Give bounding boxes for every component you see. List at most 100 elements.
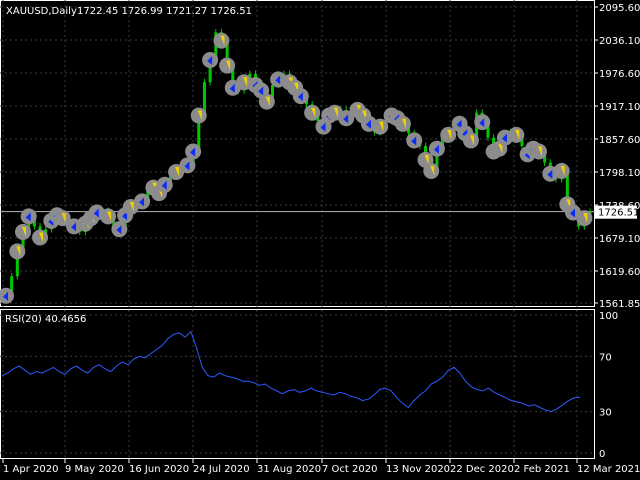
- marker-halo: [219, 57, 236, 74]
- marker-halo: [304, 104, 321, 121]
- sell-arrow-icon: [226, 60, 231, 71]
- buy-arrow-icon: [93, 208, 99, 218]
- buy-arrow-icon: [433, 144, 439, 154]
- candle-body: [435, 148, 439, 171]
- rsi-header-label: RSI(20) 40.4656: [5, 314, 86, 325]
- buy-arrow-icon: [116, 225, 122, 235]
- marker-halo: [423, 162, 440, 179]
- time-tick-label: 9 May 2020: [65, 464, 124, 475]
- marker-halo: [508, 126, 525, 143]
- marker-halo: [440, 126, 457, 143]
- time-tick-label: 13 Nov 2020: [386, 464, 450, 475]
- marker-halo: [372, 118, 389, 135]
- buy-arrow-icon: [456, 119, 462, 129]
- marker-halo: [576, 210, 593, 227]
- time-tick-label: 31 Aug 2020: [257, 464, 321, 475]
- buy-arrow-icon: [569, 208, 575, 218]
- sell-arrow-icon: [311, 107, 316, 118]
- sell-arrow-icon: [583, 213, 588, 224]
- rsi-tick-label: 30: [599, 408, 612, 419]
- buy-arrow-icon: [122, 211, 128, 221]
- buy-arrow-icon: [207, 56, 213, 66]
- sell-arrow-icon: [265, 96, 270, 107]
- candles: [4, 28, 592, 300]
- sell-arrow-icon: [498, 143, 503, 154]
- buy-arrow-icon: [139, 197, 145, 207]
- buy-arrow-icon: [547, 169, 553, 179]
- buy-arrow-icon: [71, 222, 77, 232]
- sell-arrow-icon: [379, 121, 384, 132]
- rsi-grid: [0, 314, 594, 454]
- buy-arrow-icon: [161, 180, 167, 190]
- buy-arrow-icon: [479, 118, 485, 128]
- candle-body: [15, 251, 19, 277]
- sell-arrow-icon: [39, 232, 44, 243]
- sell-arrow-icon: [197, 110, 202, 121]
- buy-arrow-icon: [184, 161, 190, 171]
- sell-arrow-icon: [129, 201, 134, 212]
- marker-halo: [190, 107, 207, 124]
- sell-arrow-icon: [175, 167, 180, 178]
- candle-body: [486, 122, 490, 138]
- buy-arrow-icon: [258, 86, 264, 96]
- price-axis: 2095.60 2036.10 1976.60 1917.10 1857.60 1798.…: [594, 3, 640, 310]
- current-price-label: 1726.51: [598, 208, 639, 219]
- rsi-tick-label: 100: [599, 311, 618, 322]
- marker-halo: [553, 162, 570, 179]
- price-tick-label: 1976.60: [599, 69, 640, 80]
- buy-arrow-icon: [297, 92, 303, 102]
- sell-arrow-icon: [16, 246, 21, 257]
- price-pane-frame: [0, 0, 595, 307]
- price-tick-label: 1619.60: [599, 267, 640, 278]
- marker-halo: [54, 210, 71, 227]
- rsi-tick-label: 0: [599, 449, 605, 460]
- marker-halo: [9, 243, 26, 260]
- sell-arrow-icon: [107, 211, 112, 222]
- buy-arrow-icon: [501, 133, 507, 143]
- marker-halo: [258, 93, 275, 110]
- sell-arrow-icon: [469, 135, 474, 146]
- buy-arrow-icon: [411, 136, 417, 146]
- rsi-tick-label: 70: [599, 352, 612, 363]
- time-tick-label: 2 Feb 2021: [514, 464, 570, 475]
- ohlc-label: 1722.45 1726.99 1721.27 1726.51: [77, 6, 252, 17]
- price-tick-label: 2036.10: [599, 36, 640, 47]
- marker-halo: [15, 223, 32, 240]
- price-tick-label: 1561.85: [599, 299, 640, 310]
- rsi-axis: 100 70 30 0: [599, 311, 618, 460]
- price-tick-label: 1679.10: [599, 234, 640, 245]
- price-tick-label: 1917.10: [599, 102, 640, 113]
- current-price-tag: [595, 205, 637, 219]
- symbol-label: XAUUSD,Daily: [6, 6, 77, 17]
- candle-body: [10, 276, 14, 296]
- sell-arrow-icon: [560, 165, 565, 176]
- candle-body: [270, 84, 274, 102]
- price-tick-label: 1798.10: [599, 168, 640, 179]
- time-tick-label: 12 Mar 2021: [577, 464, 640, 475]
- candle-body: [208, 60, 212, 83]
- candle-body: [565, 170, 569, 205]
- candle-body: [197, 115, 201, 152]
- time-tick-label: 16 Jun 2020: [129, 464, 189, 475]
- candle-body: [231, 65, 235, 88]
- rsi-pane-frame: [0, 309, 595, 459]
- marker-halo: [462, 132, 479, 149]
- rsi-line: [1, 330, 581, 413]
- candle-body: [202, 82, 206, 116]
- sell-arrow-icon: [515, 129, 520, 140]
- buy-arrow-icon: [275, 75, 281, 85]
- sell-arrow-icon: [333, 107, 338, 118]
- marker-halo: [530, 143, 547, 160]
- signal-markers: [0, 32, 593, 304]
- sell-arrow-icon: [447, 129, 452, 140]
- time-tick-label: 7 Oct 2020: [322, 464, 377, 475]
- time-tick-label: 22 Dec 2020: [450, 464, 514, 475]
- sell-arrow-icon: [61, 213, 66, 224]
- sell-arrow-icon: [424, 154, 429, 165]
- sell-arrow-icon: [220, 35, 225, 46]
- buy-arrow-icon: [229, 83, 235, 93]
- buy-arrow-icon: [343, 114, 349, 124]
- sell-arrow-icon: [401, 118, 406, 129]
- marker-halo: [100, 208, 117, 225]
